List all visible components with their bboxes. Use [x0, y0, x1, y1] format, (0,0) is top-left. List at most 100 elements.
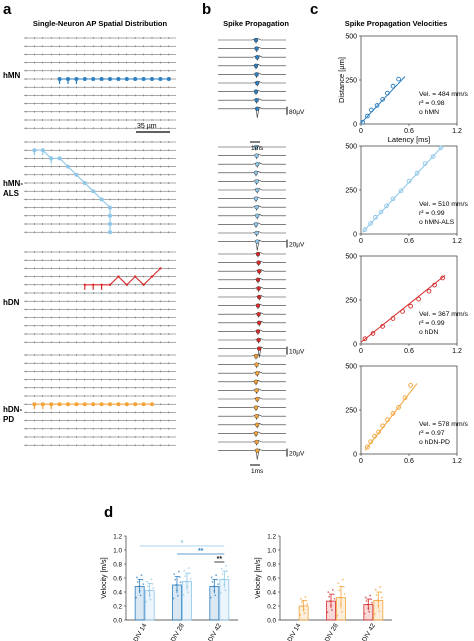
data-point — [305, 599, 308, 602]
propagation-point — [74, 172, 79, 177]
propagation-point — [166, 77, 171, 81]
y-tick-label: 0 — [353, 452, 357, 459]
data-point — [220, 567, 223, 570]
data-point — [380, 97, 385, 102]
significance-label: ** — [198, 548, 204, 555]
y-tick-label: 0.2 — [113, 604, 122, 611]
data-point — [370, 331, 376, 336]
data-point — [364, 596, 367, 599]
group-labels: hMN hMN-ALS hDN hDN-PD — [3, 71, 23, 424]
y-tick-label: 250 — [345, 298, 357, 305]
data-point — [400, 309, 405, 314]
data-point — [369, 107, 374, 113]
x-tick-label: 0 — [359, 458, 363, 465]
spatial-block-hMN-ALS — [24, 141, 176, 235]
scatter-plot-hDN: 0 250 500 0 0.6 1.2 Vel. = 367 mm/s r² = 0.99 o … — [345, 254, 468, 356]
data-point — [380, 324, 385, 329]
spike-trace — [218, 422, 286, 429]
propagation-point — [108, 230, 112, 235]
data-point — [398, 188, 404, 194]
y-tick-label: 250 — [345, 408, 357, 415]
x-tick-label: 0.6 — [404, 238, 414, 245]
data-point — [362, 336, 368, 342]
spatial-scale-label: 35 µm — [137, 123, 157, 130]
propagation-point — [124, 77, 129, 81]
voltage-scale-label: 20µV — [289, 242, 305, 249]
propagation-point — [108, 205, 112, 210]
spike-peak-marker — [257, 346, 262, 351]
propagation-point — [108, 402, 112, 407]
trace-block-hDN: 10µV — [218, 251, 305, 358]
data-point — [432, 282, 437, 288]
spike-trace — [218, 277, 286, 284]
spike-peak-marker — [254, 97, 259, 103]
significance-label: ** — [217, 556, 223, 563]
propagation-point — [91, 77, 96, 81]
spike-trace — [218, 179, 286, 186]
data-point — [390, 196, 396, 202]
data-point — [372, 434, 377, 439]
y-tick-label: 1.2 — [113, 534, 122, 541]
spike-trace — [218, 346, 286, 358]
data-point — [406, 178, 412, 184]
spike-trace — [218, 379, 286, 386]
x-tick-label: DIV 14 — [286, 622, 302, 641]
y-tick-label: 500 — [345, 364, 357, 371]
data-point — [396, 76, 401, 82]
y-tick-label: 1.0 — [113, 548, 122, 555]
spike-peak-marker — [253, 196, 259, 201]
y-tick-label: 0 — [353, 232, 357, 239]
data-point — [378, 610, 381, 613]
data-point — [178, 576, 181, 578]
data-point — [211, 581, 214, 583]
spike-peak-marker — [256, 337, 261, 343]
spike-trace — [218, 81, 286, 87]
propagation-point — [66, 402, 70, 407]
data-point — [369, 594, 372, 597]
data-point — [376, 599, 379, 602]
data-point — [227, 575, 229, 578]
data-point — [176, 589, 178, 592]
propagation-point — [108, 222, 112, 226]
data-point — [302, 608, 305, 611]
data-point — [378, 209, 384, 215]
fit-annotation: r² = 0.99 — [419, 210, 445, 217]
x-tick-label: 0.6 — [404, 348, 414, 355]
spike-trace — [218, 252, 286, 258]
spike-trace — [218, 397, 286, 403]
fit-annotation: Vel. = 510 mm/s — [419, 201, 469, 208]
spike-trace — [218, 329, 286, 336]
data-point — [224, 589, 227, 592]
spike-peak-marker — [255, 161, 260, 167]
data-point — [140, 574, 143, 577]
propagation-point — [91, 402, 96, 407]
x-tick-label: 0 — [359, 128, 363, 135]
spike-trace — [218, 63, 286, 70]
spike-peak-marker — [253, 170, 259, 176]
data-point — [373, 612, 376, 615]
y-tick-label: 0.0 — [267, 618, 276, 625]
y-axis-label: Velocity [m/s] — [101, 557, 108, 598]
panel-letter-c: c — [310, 1, 318, 18]
panel-letter-b: b — [202, 1, 211, 18]
spike-peak-marker — [254, 230, 259, 236]
data-point — [338, 589, 341, 592]
y-tick-label: 250 — [345, 188, 357, 195]
propagation-point — [142, 283, 145, 286]
data-point — [150, 578, 153, 581]
propagation-point — [66, 164, 70, 169]
panel-b-spike-propagation: 80µV 20µV 10µV 20µV 1ms 1ms — [218, 37, 305, 475]
spike-trace — [218, 205, 286, 212]
data-point — [215, 574, 218, 577]
data-point — [402, 395, 408, 401]
data-point — [385, 90, 390, 96]
propagation-point — [82, 402, 87, 407]
data-point — [360, 119, 365, 125]
trace-block-hDN-PD: 20µV — [218, 353, 305, 460]
data-point — [138, 589, 141, 592]
data-point — [135, 596, 137, 599]
data-point — [189, 577, 192, 580]
data-point — [145, 600, 147, 603]
data-point — [336, 614, 339, 617]
data-point — [396, 405, 401, 410]
